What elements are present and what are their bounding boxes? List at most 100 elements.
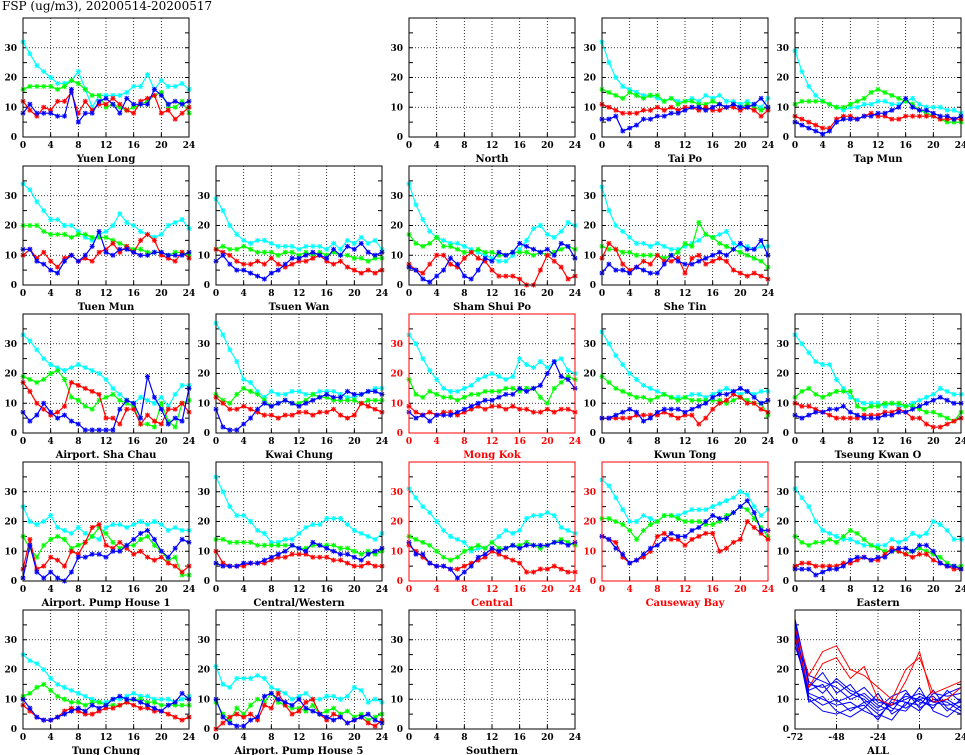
- data-point: [558, 539, 564, 545]
- data-point: [145, 252, 150, 258]
- data-point: [110, 237, 116, 243]
- plot-frame: [408, 461, 576, 582]
- panel-title: North: [476, 154, 510, 165]
- data-point: [730, 246, 736, 252]
- data-point: [220, 332, 226, 338]
- data-point: [544, 252, 550, 258]
- data-point: [82, 252, 88, 258]
- y-tick-label: 0: [11, 577, 17, 587]
- data-point: [744, 519, 750, 524]
- data-point: [27, 101, 33, 107]
- x-tick-label: 8: [654, 585, 660, 595]
- data-point: [489, 255, 495, 261]
- data-point: [110, 548, 116, 554]
- data-point: [317, 243, 323, 249]
- y-tick-label: 10: [4, 547, 17, 557]
- data-point: [889, 536, 895, 542]
- data-point: [903, 536, 909, 542]
- data-point: [820, 98, 826, 104]
- y-tick-label: 10: [4, 399, 17, 409]
- data-point: [165, 557, 171, 563]
- data-point: [503, 385, 509, 391]
- data-point: [475, 545, 481, 551]
- x-tick-label: 12: [486, 733, 499, 743]
- panel-title: Eastern: [856, 598, 900, 609]
- x-tick-label: 8: [461, 289, 467, 299]
- data-point: [737, 391, 743, 397]
- data-point: [613, 495, 619, 501]
- data-point: [758, 406, 764, 412]
- data-point: [606, 261, 612, 267]
- x-tick-label: 20: [541, 289, 554, 299]
- data-point: [413, 202, 419, 208]
- data-point: [82, 711, 88, 717]
- data-point: [475, 557, 481, 563]
- data-point: [896, 400, 902, 406]
- data-point: [834, 119, 839, 125]
- data-point: [331, 394, 337, 400]
- data-point: [661, 107, 667, 113]
- data-point: [868, 542, 874, 548]
- data-point: [923, 542, 929, 548]
- data-point: [496, 388, 502, 394]
- data-point: [282, 548, 288, 554]
- data-point: [710, 513, 716, 519]
- data-point: [172, 524, 178, 530]
- data-point: [268, 240, 274, 246]
- x-tick-label: 8: [847, 585, 853, 595]
- data-point: [503, 527, 509, 533]
- data-point: [647, 270, 653, 276]
- data-point: [275, 551, 281, 557]
- all-series-line-red: [794, 636, 962, 706]
- data-point: [917, 107, 922, 113]
- data-point: [558, 406, 564, 412]
- data-point: [717, 519, 723, 524]
- data-point: [930, 391, 936, 397]
- data-point: [151, 696, 157, 702]
- data-point: [930, 104, 936, 110]
- data-point: [510, 373, 516, 379]
- data-point: [827, 412, 833, 418]
- data-point: [165, 107, 171, 113]
- data-point: [910, 400, 916, 406]
- y-tick-label: 30: [4, 488, 17, 498]
- data-point: [138, 246, 144, 252]
- x-tick-label: 24: [955, 733, 965, 743]
- x-tick-label: 4: [434, 289, 440, 299]
- data-point: [613, 385, 619, 391]
- data-point: [937, 116, 943, 122]
- data-point: [82, 231, 88, 237]
- data-point: [744, 98, 750, 104]
- data-point: [454, 388, 460, 394]
- data-point: [737, 270, 743, 276]
- y-tick-label: 20: [197, 370, 210, 380]
- data-point: [151, 237, 157, 243]
- data-point: [889, 101, 895, 107]
- data-point: [145, 72, 150, 78]
- data-point: [296, 530, 302, 536]
- data-point: [496, 548, 502, 554]
- data-point: [827, 536, 833, 542]
- data-point: [420, 539, 426, 545]
- data-point: [27, 223, 33, 228]
- data-point: [241, 261, 247, 267]
- data-point: [703, 521, 709, 527]
- data-point: [268, 554, 274, 560]
- data-point: [55, 415, 61, 421]
- data-point: [661, 258, 667, 264]
- data-point: [68, 252, 74, 258]
- data-point: [558, 373, 564, 379]
- data-point: [331, 711, 337, 717]
- data-point: [110, 705, 116, 711]
- data-point: [703, 415, 709, 421]
- data-point: [82, 385, 88, 391]
- data-point: [454, 397, 460, 403]
- data-point: [165, 83, 171, 89]
- data-point: [558, 264, 564, 270]
- data-point: [75, 554, 81, 560]
- data-point: [413, 409, 419, 415]
- data-point: [365, 711, 371, 717]
- panel-title: Central: [471, 598, 513, 609]
- data-point: [68, 365, 74, 371]
